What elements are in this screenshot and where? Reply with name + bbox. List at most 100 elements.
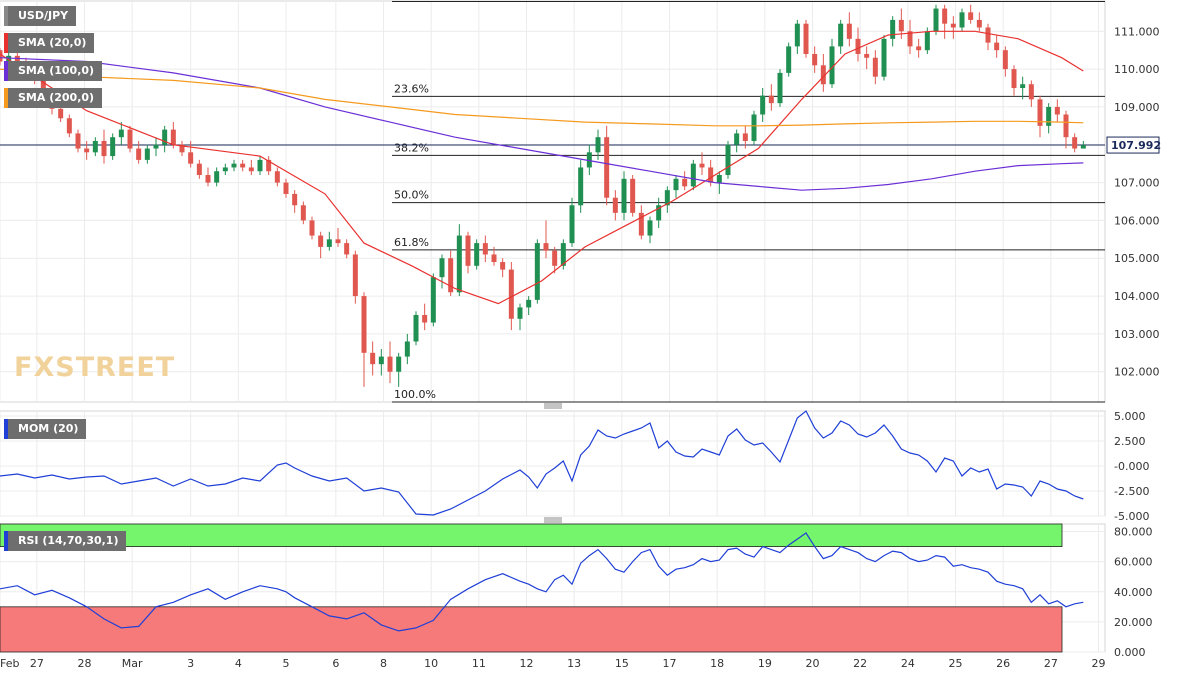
x-tick-label: 28 [78, 657, 92, 670]
candle-body [924, 31, 930, 51]
candle-body [916, 46, 922, 51]
candle-body [188, 152, 194, 164]
rsi-oversold-zone [0, 606, 1063, 653]
candle-body [725, 144, 731, 176]
candle-body [742, 133, 748, 141]
fxstreet-watermark: FXSTREET [14, 352, 176, 383]
candle-body [257, 159, 263, 172]
candle-body [690, 163, 696, 187]
current-price-box [1106, 136, 1160, 154]
candle-body [482, 243, 488, 255]
sma-200-line [0, 68, 1084, 127]
candle-body [820, 65, 826, 85]
candle-body [595, 137, 601, 153]
candle-body [396, 356, 402, 372]
x-tick-label: 19 [758, 657, 772, 670]
y-tick-label: 40.000 [1114, 586, 1153, 599]
candle-body [838, 23, 844, 47]
candle-body [75, 133, 81, 149]
x-tick-label: 22 [853, 657, 867, 670]
candle-body [933, 8, 939, 32]
sma-20-legend[interactable]: SMA (20,0) [4, 33, 95, 53]
candle-body [370, 352, 376, 365]
candle-body [491, 254, 497, 263]
candle-body [153, 144, 159, 149]
y-tick-label: 111.000 [1114, 25, 1160, 38]
candle-body [1028, 84, 1034, 100]
candle-body [266, 159, 272, 172]
candle-body [300, 205, 306, 221]
y-tick-label: 106.000 [1114, 214, 1160, 227]
candle-body [751, 114, 757, 141]
candle-body [846, 23, 852, 39]
x-tick-label: 20 [806, 657, 820, 670]
current-price-label: 107.992 [1111, 139, 1161, 152]
x-tick-label: 10 [424, 657, 438, 670]
sma-100-legend[interactable]: SMA (100,0) [4, 61, 103, 81]
candle-body [118, 129, 124, 138]
candle-body [474, 243, 480, 266]
candle-body [534, 243, 540, 300]
mom-line [0, 410, 1084, 516]
candle-body [58, 108, 64, 119]
candle-body [803, 23, 809, 54]
candle-body [283, 182, 289, 194]
rsi-legend[interactable]: RSI (14,70,30,1) [4, 531, 127, 551]
x-tick-label: Feb [0, 657, 19, 670]
candle-body [578, 167, 584, 206]
candle-body [621, 178, 627, 213]
candle-body [898, 19, 904, 32]
candle-body [378, 356, 384, 365]
y-tick-label: 107.000 [1114, 177, 1160, 190]
fibonacci-label: 100.0% [394, 388, 436, 401]
axes-layer: 111.000110.000109.000108.000107.000106.0… [0, 25, 1161, 670]
candle-body [1020, 84, 1026, 89]
x-tick-label: Mar [122, 657, 143, 670]
candle-body [1002, 50, 1008, 70]
candle-body [1063, 114, 1069, 138]
candle-body [812, 53, 818, 66]
candle-body [196, 163, 202, 176]
candle-body [517, 307, 523, 319]
candle-body [361, 296, 367, 353]
candle-body [240, 163, 246, 168]
y-tick-label: 109.000 [1114, 101, 1160, 114]
sma-200-legend[interactable]: SMA (200,0) [4, 88, 103, 108]
candle-body [318, 235, 324, 247]
candle-body [708, 167, 714, 183]
candle-body [508, 269, 514, 319]
candle-body [335, 239, 341, 244]
candle-body [794, 23, 800, 47]
candle-body [1072, 137, 1078, 149]
candle-body [569, 205, 575, 244]
fibonacci-label: 50.0% [394, 189, 429, 202]
candle-body [222, 167, 228, 172]
candle-body [326, 239, 332, 247]
x-tick-label: 18 [710, 657, 724, 670]
x-tick-label: 12 [520, 657, 534, 670]
fibonacci-label: 38.2% [394, 141, 429, 154]
candle-body [274, 171, 280, 183]
candle-body [344, 243, 350, 255]
sma-100-line [0, 57, 1084, 191]
candle-body [647, 220, 653, 236]
candle-body [205, 175, 211, 183]
candle-body [422, 314, 428, 323]
grid-layer [0, 0, 1106, 653]
x-tick-label: 6 [332, 657, 339, 670]
candle-body [829, 46, 835, 85]
candle-body [248, 167, 254, 172]
candle-body [292, 193, 298, 206]
y-tick-label: 0.000 [1114, 646, 1146, 659]
candle-body [309, 220, 315, 236]
y-tick-label: 104.000 [1114, 290, 1160, 303]
x-tick-label: 27 [1044, 657, 1058, 670]
candle-body [560, 243, 566, 266]
candle-body [777, 72, 783, 104]
candle-body [734, 133, 740, 145]
mom-legend[interactable]: MOM (20) [4, 419, 87, 439]
candle-body [448, 258, 454, 293]
candle-body [855, 38, 861, 54]
candle-body [768, 95, 774, 104]
x-tick-label: 8 [380, 657, 387, 670]
